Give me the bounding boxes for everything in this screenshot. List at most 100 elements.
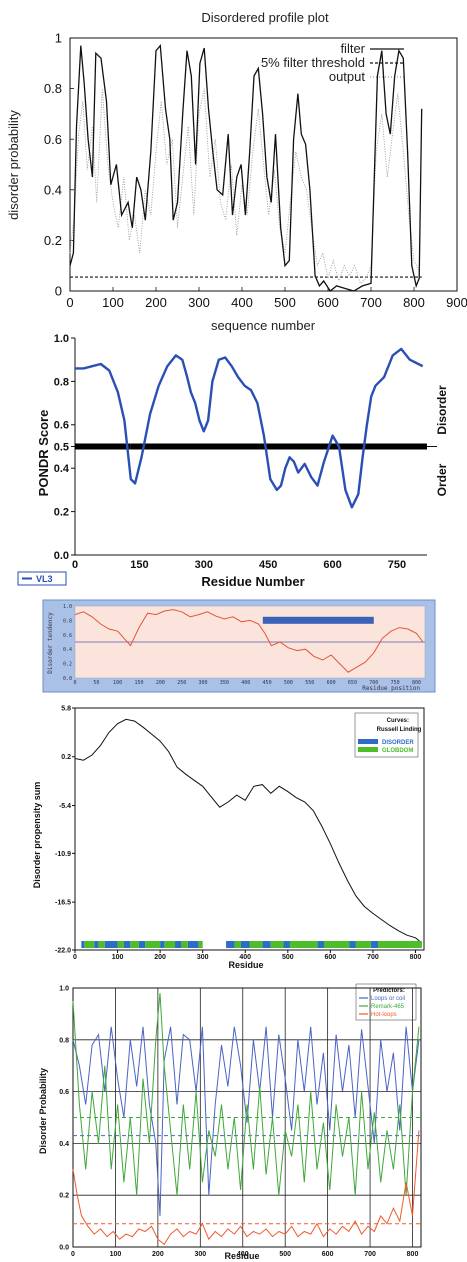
y-tick-label: 1.0 (54, 333, 69, 345)
c4-segment-globdom (145, 941, 161, 948)
x-tick-label: 350 (220, 680, 229, 686)
c4-segment-disorder (81, 941, 85, 948)
x-tick-label: 150 (135, 680, 144, 686)
c4-ylabel: Disorder propensity sum (32, 782, 42, 889)
c1-ylabel: disorder probability (6, 110, 21, 220)
x-tick-label: 300 (195, 559, 213, 571)
c4-segment-globdom (378, 941, 422, 948)
c3-ylabel: Disorder tendency (47, 612, 54, 674)
c1-series-output (69, 88, 420, 285)
x-tick-label: 900 (446, 295, 467, 310)
c4-segment-globdom (323, 941, 350, 948)
c4-plot-frame (74, 707, 425, 951)
c2-ylabel: PONDR Score (36, 410, 51, 497)
c4-segment-disorder (349, 941, 356, 948)
x-tick-label: 50 (93, 680, 99, 686)
c4-legend: Curves: Russell Linding DISORDER GLOBDOM (354, 712, 422, 758)
c1-title: Disordered profile plot (201, 10, 329, 25)
x-tick-label: 400 (241, 680, 250, 686)
c1-legend: filter 5% filter threshold output (261, 41, 404, 84)
c1-xlabel: sequence number (211, 318, 316, 333)
c2-series-vl3 (75, 347, 424, 509)
y-tick-label: 0.0 (63, 676, 72, 682)
c4-segment-disorder (262, 941, 271, 948)
pondr-vl3-chart: PONDR Score Residue Number Disorder Orde… (17, 333, 449, 589)
c4-segment-globdom (198, 941, 203, 948)
c4-segment-globdom (355, 941, 371, 948)
y-tick-label: 0.8 (44, 81, 62, 96)
x-tick-label: 400 (239, 954, 251, 961)
c1-series-filter (69, 43, 423, 292)
x-tick-label: 700 (360, 295, 382, 310)
c5-legend-title: Predictors: (373, 988, 405, 994)
y-tick-label: -16.5 (55, 900, 71, 907)
c4-segment-disorder (123, 941, 131, 948)
x-tick-label: 600 (322, 1251, 334, 1258)
c4-segment-globdom (181, 941, 188, 948)
x-tick-label: 500 (284, 680, 293, 686)
x-tick-label: 800 (403, 295, 425, 310)
x-tick-label: 0 (66, 295, 73, 310)
c3-disorder-bar (262, 616, 374, 624)
x-tick-label: 300 (188, 295, 210, 310)
c5-series-remark-465 (72, 993, 420, 1196)
c2-label-order: Order (435, 463, 449, 496)
y-tick-label: 0.4 (59, 1141, 69, 1148)
c5-legend-remark: Remark-465 (371, 1004, 405, 1010)
c4-segment-globdom (117, 941, 124, 948)
x-tick-label: 300 (197, 954, 209, 961)
x-tick-label: 400 (231, 295, 253, 310)
y-tick-label: 1.0 (59, 985, 69, 992)
x-tick-label: 650 (348, 680, 357, 686)
y-tick-label: 0.6 (59, 1089, 69, 1096)
c1-legend-threshold: 5% filter threshold (261, 55, 365, 70)
x-tick-label: 200 (152, 1251, 164, 1258)
c5-series-loops-or-coil (72, 1026, 420, 1216)
c5-legend-hotloops: Hot-loops (371, 1012, 397, 1018)
y-tick-label: 0.6 (44, 132, 62, 147)
x-tick-label: 600 (327, 680, 336, 686)
c4-segment-globdom (270, 941, 284, 948)
c4-legend-title: Curves: (387, 718, 409, 724)
x-tick-label: 450 (263, 680, 272, 686)
x-tick-label: 100 (112, 954, 124, 961)
x-tick-label: 0 (71, 1251, 75, 1258)
x-tick-label: 750 (391, 680, 400, 686)
c4-segment-disorder (187, 941, 199, 948)
x-tick-label: 500 (279, 1251, 291, 1258)
y-tick-label: -10.9 (55, 851, 71, 858)
x-tick-label: 800 (412, 680, 421, 686)
x-tick-label: 100 (110, 1251, 122, 1258)
c4-segment-disorder (138, 941, 146, 948)
c4-segment-globdom (130, 941, 139, 948)
c4-segment-globdom (289, 941, 318, 948)
x-tick-label: 300 (199, 680, 208, 686)
c4-segment-disorder (104, 941, 118, 948)
x-tick-label: 500 (282, 954, 294, 961)
globplot-chart: Disorder tendency Residue position 0.0 0.… (42, 599, 436, 693)
c5-series-hot-loops (72, 1130, 420, 1246)
x-tick-label: 500 (274, 295, 296, 310)
y-tick-label: 1.0 (63, 604, 72, 610)
y-tick-label: -22.0 (55, 947, 71, 954)
c4-segment-disorder (226, 941, 235, 948)
x-tick-label: 450 (259, 559, 277, 571)
x-tick-label: 100 (102, 295, 124, 310)
c4-segment-globdom (164, 941, 176, 948)
y-tick-label: 0.2 (61, 754, 71, 761)
y-tick-label: 0.4 (44, 182, 62, 197)
y-tick-label: 0.0 (59, 1244, 69, 1251)
c5-xlabel: Residue (224, 1251, 259, 1261)
c4-legend-globdom: GLOBDOM (382, 748, 413, 754)
x-tick-label: 700 (367, 954, 379, 961)
c4-xlabel: Residue (228, 960, 263, 970)
c5-legend-loops: Loops or coil (371, 996, 405, 1002)
y-tick-label: 0 (55, 284, 62, 299)
c4-segment-disorder (317, 941, 324, 948)
y-tick-label: 0.0 (54, 550, 69, 562)
c1-legend-output: output (329, 69, 366, 84)
x-tick-label: 250 (177, 680, 186, 686)
x-tick-label: 200 (145, 295, 167, 310)
y-tick-label: 0.6 (54, 420, 69, 432)
c2-legend-vl3: VL3 (36, 574, 53, 584)
